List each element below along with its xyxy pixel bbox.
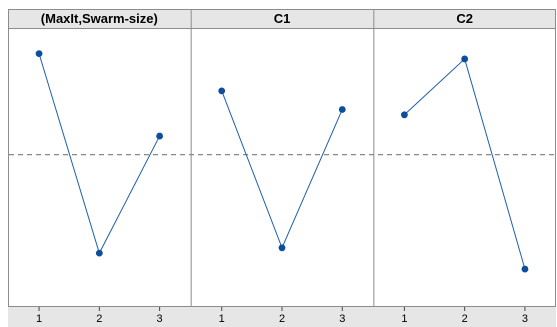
x-tick-label: 2	[96, 313, 102, 325]
panel-1: (MaxIt,Swarm-size) 1 2 3	[36, 11, 163, 325]
x-tick-label: 1	[36, 313, 42, 325]
series-line	[222, 91, 343, 248]
x-tick-label: 2	[279, 313, 285, 325]
data-point	[156, 133, 163, 140]
data-point	[401, 111, 408, 118]
panel-title: C2	[456, 11, 473, 26]
panel-2: C1 1 2 3	[191, 9, 346, 325]
data-point	[339, 106, 346, 113]
x-tick-label: 1	[401, 313, 407, 325]
data-point	[461, 56, 468, 63]
data-point	[96, 250, 103, 257]
x-tick-label: 3	[522, 313, 528, 325]
series-line	[404, 59, 525, 269]
data-point	[218, 87, 225, 94]
series-line	[39, 54, 160, 254]
data-point	[279, 244, 286, 251]
panel-3: C2 1 2 3	[374, 9, 529, 325]
x-tick-label: 3	[157, 313, 163, 325]
panel-title: (MaxIt,Swarm-size)	[41, 11, 158, 26]
plot-frame	[9, 10, 556, 307]
x-tick-label: 2	[462, 313, 468, 325]
data-point	[522, 266, 529, 273]
x-tick-label: 3	[339, 313, 345, 325]
x-tick-label: 1	[219, 313, 225, 325]
panel-title: C1	[274, 11, 291, 26]
data-point	[36, 50, 43, 57]
